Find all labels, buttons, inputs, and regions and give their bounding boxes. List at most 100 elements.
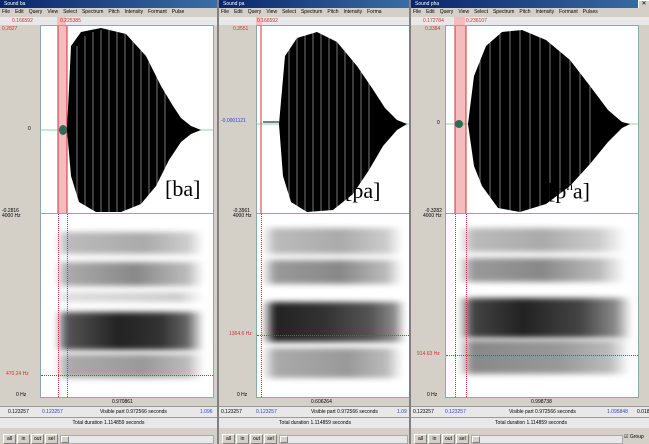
menu-select[interactable]: Select [63, 9, 77, 15]
horizontal-scrollbar[interactable] [60, 435, 214, 444]
wave-max-label: 0.3384 [425, 26, 441, 32]
sel-button[interactable]: sel [45, 434, 58, 444]
sound-window-pa: Sound pa File Edit Query View Select Spectrum… [217, 0, 411, 444]
cursor-frequency-label: 1364.6 Hz [229, 331, 252, 337]
menu-select[interactable]: Select [282, 9, 296, 15]
total-duration-bar[interactable]: Total duration 1.114859 seconds [0, 417, 217, 428]
menu-spectrum[interactable]: Spectrum [300, 9, 323, 15]
menu-intensity[interactable]: Intensity [124, 9, 144, 15]
selection-bar[interactable]: 0.166592 0.225385 [0, 17, 217, 25]
wave-min-label: -0.3561 [233, 208, 250, 214]
in-button[interactable]: in [236, 434, 249, 444]
spec-top-label: 4000 Hz [233, 213, 252, 219]
wave-min-label: -0.2816 [2, 208, 19, 214]
spec-top-label: 4000 Hz [2, 213, 21, 219]
menu-file[interactable]: File [413, 9, 422, 15]
wave-zero-label: 0 [437, 120, 440, 126]
menu-file[interactable]: File [2, 9, 11, 15]
menu-bar: File Edit Query View Select Spectrum Pitch Inte… [0, 8, 217, 17]
time-center-label: 0.606264 [311, 399, 332, 405]
waveform-pane[interactable] [445, 25, 639, 216]
selection-bar[interactable]: 0.166592 [219, 17, 411, 25]
menu-view[interactable]: View [266, 9, 278, 15]
button-row: all in out sel [0, 433, 217, 444]
cursor-frequency-label: 470.24 Hz [6, 371, 29, 377]
button-row: all in out sel [219, 433, 411, 444]
spec-bottom-label: 0 Hz [237, 392, 248, 398]
menu-query[interactable]: Query [439, 9, 454, 15]
menu-pitch[interactable]: Pitch [519, 9, 531, 15]
menu-intensity[interactable]: Intensity [343, 9, 363, 15]
syllable-label: [pha] [548, 178, 590, 204]
menu-formant[interactable]: Formant [148, 9, 167, 15]
sound-window-ba: Sound ba File Edit Query View Select Spectrum… [0, 0, 217, 444]
wave-max-label: 0.2827 [2, 26, 18, 32]
total-duration-bar[interactable]: Total duration 1.114859 seconds [219, 417, 411, 428]
menu-bar: File Edit Query View Select Spectrum Pitch Inte… [411, 8, 649, 17]
menu-bar: File Edit Query View Select Spectrum Pitch Inte… [219, 8, 411, 17]
menu-pulses[interactable]: Pulse [171, 9, 185, 15]
out-button[interactable]: out [250, 434, 263, 444]
spec-bottom-label: 0 Hz [427, 392, 438, 398]
wave-min-label: -0.3282 [425, 208, 442, 214]
menu-view[interactable]: View [458, 9, 470, 15]
selection-bar[interactable]: 0.172784 0.236107 [411, 17, 649, 25]
window-title: Sound pha ✕ [411, 0, 649, 8]
time-center-label: 0.970861 [112, 399, 133, 405]
menu-edit[interactable]: Edit [15, 9, 24, 15]
waveform-pane[interactable] [256, 25, 410, 216]
out-button[interactable]: out [31, 434, 44, 444]
total-duration-bar[interactable]: Total duration 1.114859 seconds [411, 417, 649, 428]
spectrogram-pane[interactable] [40, 213, 214, 398]
wave-max-label: 0.3551 [233, 26, 249, 32]
waveform [446, 26, 638, 216]
selection-end: 0.236107 [466, 18, 487, 24]
menu-view[interactable]: View [47, 9, 59, 15]
menu-formant[interactable]: Forma [367, 9, 382, 15]
wave-zero-label: -0.0001121 [221, 118, 246, 124]
menu-intensity[interactable]: Intensity [535, 9, 555, 15]
spectrogram-pane[interactable] [256, 213, 410, 398]
visible-part-bar[interactable]: 0.123257 0.123257 Visible part 0.972566 … [411, 406, 649, 417]
menu-edit[interactable]: Edit [426, 9, 435, 15]
group-checkbox[interactable]: ☑ Group [624, 434, 644, 440]
syllable-label: [pa] [345, 178, 381, 203]
menu-pitch[interactable]: Pitch [108, 9, 120, 15]
menu-spectrum[interactable]: Spectrum [81, 9, 104, 15]
button-row: all in out sel ☑ Group [411, 433, 649, 444]
menu-select[interactable]: Select [474, 9, 488, 15]
menu-pulses[interactable]: Pulses [582, 9, 598, 15]
sound-window-pha: Sound pha ✕ File Edit Query View Select Spectr… [409, 0, 649, 444]
menu-query[interactable]: Query [28, 9, 43, 15]
menu-file[interactable]: File [221, 9, 230, 15]
visible-part-bar[interactable]: 0.123257 0.123257 Visible part 0.972566 … [219, 406, 411, 417]
menu-spectrum[interactable]: Spectrum [492, 9, 515, 15]
all-button[interactable]: all [222, 434, 235, 444]
window-title: Sound ba [0, 0, 217, 8]
sel-button[interactable]: sel [264, 434, 277, 444]
selection-start: 0.166592 [257, 18, 278, 24]
selection-start: 0.172784 [423, 18, 444, 24]
waveform [41, 26, 213, 216]
waveform-pane[interactable] [40, 25, 214, 216]
out-button[interactable]: out [442, 434, 455, 444]
all-button[interactable]: all [414, 434, 427, 444]
spectrogram-pane[interactable] [445, 213, 639, 398]
visible-part-bar[interactable]: 0.123257 0.123257 Visible part 0.972566 … [0, 406, 217, 417]
sel-button[interactable]: sel [456, 434, 469, 444]
in-button[interactable]: in [428, 434, 441, 444]
menu-edit[interactable]: Edit [234, 9, 243, 15]
selection-start: 0.166592 [12, 18, 33, 24]
in-button[interactable]: in [17, 434, 30, 444]
menu-formant[interactable]: Formant [559, 9, 578, 15]
all-button[interactable]: all [3, 434, 16, 444]
close-icon[interactable]: ✕ [638, 0, 649, 8]
horizontal-scrollbar[interactable] [279, 435, 408, 444]
menu-query[interactable]: Query [247, 9, 262, 15]
cursor-frequency-label: 914.63 Hz [417, 351, 440, 357]
syllable-label: [ba] [165, 176, 201, 201]
menu-pitch[interactable]: Pitch [327, 9, 339, 15]
horizontal-scrollbar[interactable] [471, 435, 623, 444]
time-center-label: 0.998738 [531, 399, 552, 405]
waveform [257, 26, 409, 216]
